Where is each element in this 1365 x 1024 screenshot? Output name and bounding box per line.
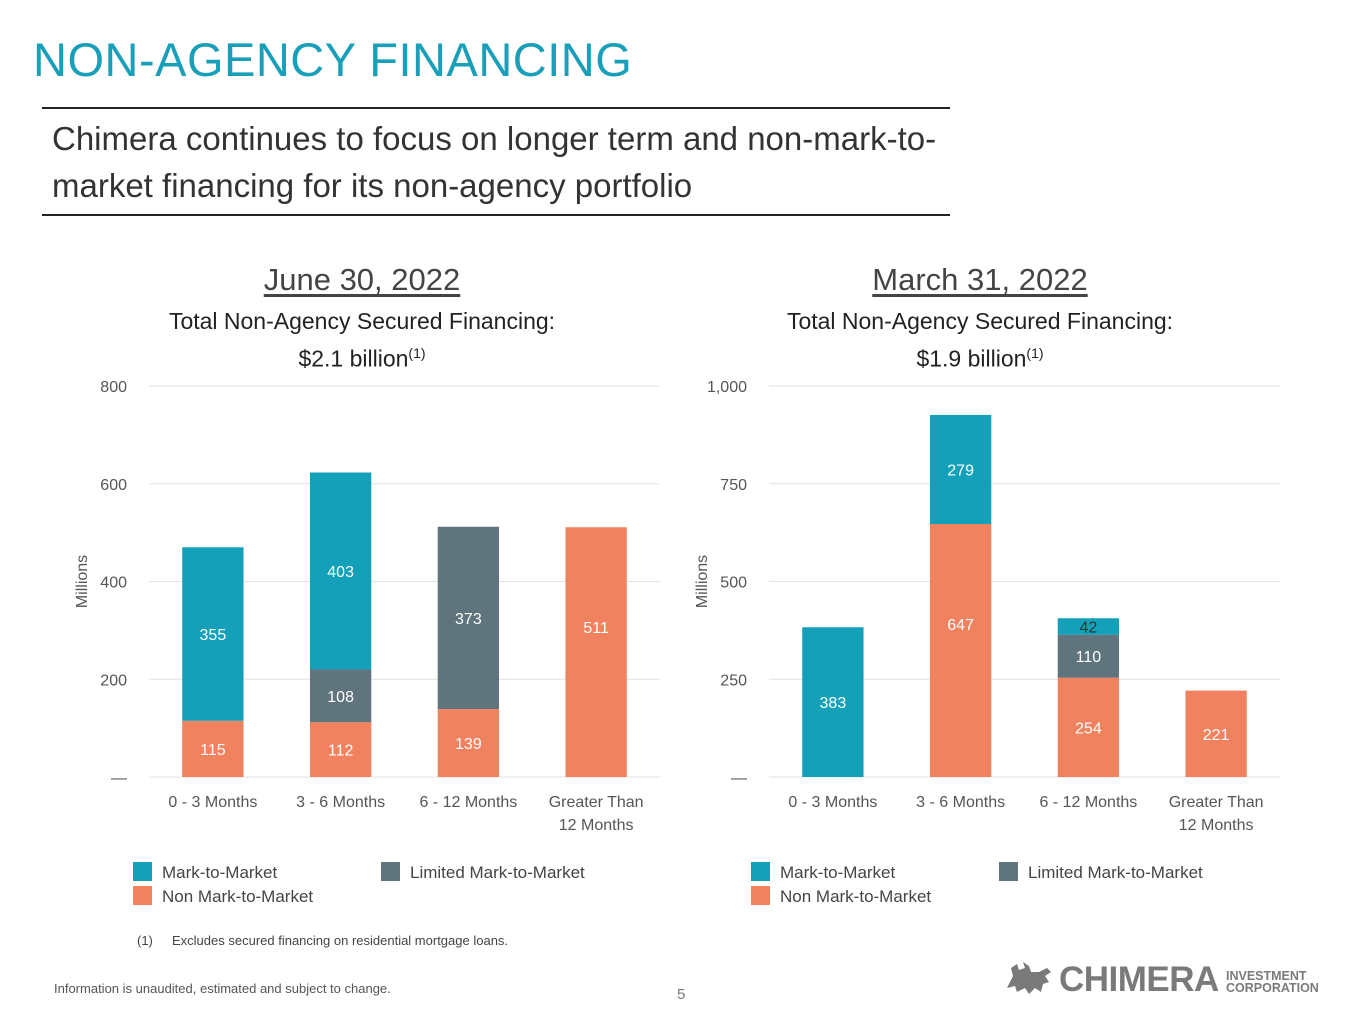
page-number: 5 (677, 986, 686, 1003)
bar-segment (437, 526, 500, 710)
y-axis-label: Millions (694, 555, 711, 608)
left-panel-subheading-line2: $2.1 billion(1) (112, 337, 612, 375)
left-legend-limited-label: Limited Mark-to-Market (410, 863, 585, 882)
y-tick-label: 500 (720, 575, 747, 592)
y-tick-label: 200 (100, 672, 127, 689)
left-panel-heading: June 30, 2022 (263, 262, 461, 297)
x-tick-label: 6 - 12 Months (419, 794, 517, 811)
x-tick-label: 12 Months (559, 817, 634, 834)
data-label: 279 (947, 462, 974, 479)
x-tick-label: 0 - 3 Months (168, 794, 257, 811)
data-label: 383 (820, 695, 847, 712)
right-panel-footnote-ref: (1) (1026, 345, 1044, 361)
data-label: 373 (455, 611, 482, 628)
data-label: 115 (200, 742, 226, 759)
data-label: 403 (327, 564, 354, 581)
chimera-creature-icon (1007, 962, 1051, 994)
footnote-number: (1) (137, 933, 153, 948)
data-label: 647 (947, 617, 974, 634)
right-panel-subheading: Total Non-Agency Secured Financing: $1.9… (730, 305, 1230, 375)
data-label: 254 (1075, 720, 1102, 737)
chimera-logo: CHIMERA INVESTMENT CORPORATION (1003, 958, 1343, 1002)
limited-swatch (999, 862, 1018, 881)
bar-segment (182, 720, 244, 777)
logo-subtext-line2: CORPORATION (1226, 981, 1319, 995)
y-tick-label: — (731, 770, 747, 787)
disclaimer: Information is unaudited, estimated and … (54, 981, 391, 996)
y-tick-label: 400 (100, 575, 127, 592)
page-subtitle: Chimera continues to focus on longer ter… (52, 120, 937, 204)
bar-segment (802, 627, 864, 777)
data-label: 355 (200, 627, 227, 644)
nonmtm-swatch (133, 886, 152, 905)
bar-segment (309, 669, 372, 723)
y-tick-label: 750 (720, 477, 747, 494)
x-tick-label: Greater Than (1169, 794, 1264, 811)
y-tick-label: 250 (720, 672, 747, 689)
left-panel-subheading: Total Non-Agency Secured Financing: $2.1… (112, 305, 612, 375)
x-tick-label: 3 - 6 Months (916, 794, 1005, 811)
bar-segment (182, 547, 244, 721)
right-panel-total: $1.9 billion (916, 345, 1027, 372)
left-legend-limited: Limited Mark-to-Market (381, 862, 585, 883)
logo-subtext-line1: INVESTMENT (1226, 969, 1307, 983)
data-label: 511 (583, 620, 609, 637)
y-tick-label: — (111, 770, 127, 787)
mtm-swatch (133, 862, 152, 881)
right-panel-heading: March 31, 2022 (872, 262, 1088, 297)
footnote: (1) Excludes secured financing on residen… (137, 933, 508, 948)
bar-segment (1057, 618, 1120, 635)
bar-segment (437, 709, 500, 777)
left-legend-mtm-label: Mark-to-Market (162, 863, 278, 882)
left-panel-total: $2.1 billion (298, 345, 409, 372)
y-tick-label: 1,000 (707, 379, 747, 396)
bar-segment (309, 472, 372, 670)
footnote-text: Excludes secured financing on residentia… (172, 933, 509, 948)
data-label: 139 (455, 736, 482, 753)
bar-segment (565, 527, 627, 777)
june-2022-financing-chart: — 200 400 600 800 Millions 115 355 0 - 3 Months 1… (74, 379, 660, 834)
x-tick-label: 0 - 3 Months (788, 794, 877, 811)
page-title: NON-AGENCY FINANCING (33, 33, 633, 86)
left-legend-mtm: Mark-to-Market (133, 862, 277, 883)
right-panel-subheading-line1: Total Non-Agency Secured Financing: (786, 308, 1174, 334)
right-panel-subheading-line2: $1.9 billion(1) (730, 337, 1230, 375)
right-legend-nonmtm: Non Mark-to-Market (751, 886, 931, 907)
subtitle-bottom-rule (42, 214, 950, 216)
left-panel-footnote-ref: (1) (408, 345, 426, 361)
x-tick-label: 3 - 6 Months (296, 794, 385, 811)
data-label: 110 (1076, 649, 1102, 666)
bar-segment (1057, 677, 1120, 777)
bar-segment (929, 414, 992, 525)
left-legend-nonmtm-label: Non Mark-to-Market (162, 887, 314, 906)
logo-wordmark: CHIMERA (1059, 960, 1219, 999)
left-panel-subheading-line1: Total Non-Agency Secured Financing: (168, 308, 556, 334)
bar-segment (1185, 690, 1247, 777)
x-tick-label: Greater Than (549, 794, 644, 811)
right-legend-mtm: Mark-to-Market (751, 862, 895, 883)
logo-subtext: INVESTMENT CORPORATION (1226, 969, 1319, 995)
y-axis-label: Millions (74, 555, 91, 608)
y-tick-label: 600 (100, 477, 127, 494)
y-tick-label: 800 (100, 379, 127, 396)
bar-segment (929, 524, 992, 777)
data-label: 42 (1079, 619, 1097, 636)
right-legend-nonmtm-label: Non Mark-to-Market (780, 887, 932, 906)
left-legend-nonmtm: Non Mark-to-Market (133, 886, 313, 907)
bar-segment (1057, 634, 1120, 678)
data-label: 221 (1203, 727, 1230, 744)
march-2022-financing-chart: — 250 500 750 1,000 Millions 383 0 - 3 Months 64… (694, 379, 1280, 834)
right-legend-mtm-label: Mark-to-Market (780, 863, 896, 882)
right-legend-limited: Limited Mark-to-Market (999, 862, 1203, 883)
bar-segment (309, 722, 372, 777)
data-label: 112 (328, 743, 354, 760)
nonmtm-swatch (751, 886, 770, 905)
data-label: 108 (327, 689, 354, 706)
x-tick-label: 6 - 12 Months (1039, 794, 1137, 811)
right-legend-limited-label: Limited Mark-to-Market (1028, 863, 1203, 882)
subtitle-top-rule (42, 107, 950, 109)
mtm-swatch (751, 862, 770, 881)
x-tick-label: 12 Months (1179, 817, 1254, 834)
limited-swatch (381, 862, 400, 881)
